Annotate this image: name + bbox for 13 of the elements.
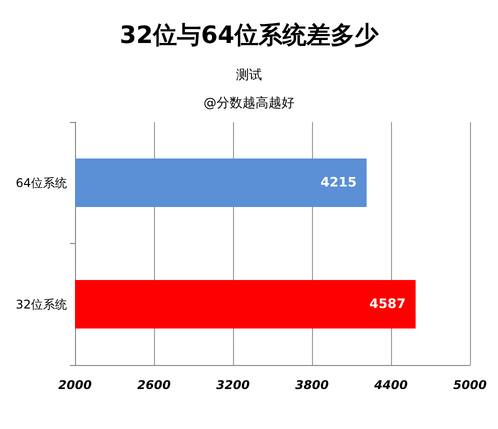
x-tick-label: 2000 [58,378,92,392]
chart-subtitle: 测试 [236,68,262,83]
text: @分数越高越好 [204,95,294,111]
chart-title: 32位与64位系统差多少 [120,21,380,49]
y-tick-label: 32位系统 [16,297,67,312]
data-label: 4587 [369,296,406,312]
data-label: 4215 [320,175,357,190]
x-tick-label: 3200 [216,378,250,392]
x-tick-label: 3800 [295,378,329,392]
x-tick-label: 2600 [137,378,171,392]
x-tick-label: 4400 [373,378,408,392]
y-tick-label: 64位系统 [16,176,67,190]
x-tick-label: 5000 [453,378,487,392]
